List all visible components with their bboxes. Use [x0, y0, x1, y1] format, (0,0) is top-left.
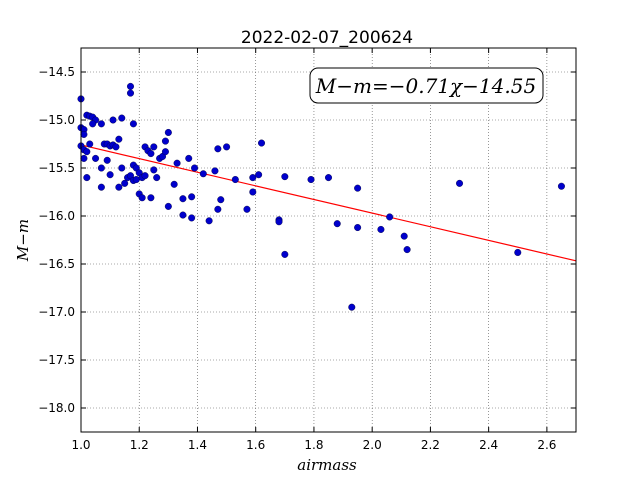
data-point [188, 214, 196, 222]
data-point [243, 205, 251, 213]
data-point [249, 174, 257, 182]
data-point [80, 154, 88, 162]
data-point [161, 148, 169, 156]
y-tick-label: −17.5 [38, 353, 75, 367]
data-point [255, 171, 263, 179]
data-point [164, 202, 172, 210]
data-point [179, 211, 187, 219]
data-point [400, 232, 408, 240]
annotation-box [309, 67, 544, 104]
data-point [161, 137, 169, 145]
data-point [97, 164, 105, 172]
data-point [153, 174, 161, 182]
data-point [223, 143, 231, 151]
data-point [83, 174, 91, 182]
data-point [106, 171, 114, 179]
data-point [211, 167, 219, 175]
y-tick-label: −16.0 [38, 209, 75, 223]
x-tick-label: 2.2 [421, 438, 440, 452]
y-axis-label: M−m [14, 219, 32, 262]
chart-title: 2022-02-07_200624 [241, 28, 413, 48]
data-point [103, 156, 111, 164]
data-point [231, 176, 239, 184]
data-point [115, 183, 123, 191]
y-tick-label: −14.5 [38, 65, 75, 79]
data-point [141, 172, 149, 180]
data-point [150, 143, 158, 151]
data-point [179, 195, 187, 203]
data-point [185, 154, 193, 162]
data-point [214, 205, 222, 213]
data-point [354, 184, 362, 192]
data-point [92, 154, 100, 162]
y-tick-label: −15.5 [38, 161, 75, 175]
y-tick-label: −17.0 [38, 305, 75, 319]
data-point [89, 120, 97, 128]
data-point [354, 224, 362, 232]
data-point [147, 194, 155, 202]
x-tick-label: 2.6 [537, 438, 556, 452]
data-point [164, 128, 172, 136]
data-point [249, 188, 257, 196]
x-tick-label: 1.8 [304, 438, 323, 452]
x-tick-label: 2.0 [363, 438, 382, 452]
data-point [348, 303, 356, 311]
x-tick-label: 1.2 [130, 438, 149, 452]
data-point [118, 114, 126, 122]
data-point [170, 180, 178, 188]
data-point [199, 170, 207, 178]
data-point [403, 246, 411, 254]
y-tick-label: −18.0 [38, 401, 75, 415]
x-axis-label: airmass [297, 456, 357, 474]
fit-equation: M−m=−0.71χ−14.55 [315, 74, 536, 98]
data-point [109, 116, 117, 124]
y-tick-label: −15.0 [38, 113, 75, 127]
data-point [83, 148, 91, 156]
data-point [514, 248, 522, 256]
data-point [118, 164, 126, 172]
data-point [275, 218, 283, 226]
data-point [129, 120, 137, 128]
x-tick-label: 2.4 [479, 438, 498, 452]
data-point [386, 213, 394, 221]
data-point [138, 194, 146, 202]
data-point [557, 182, 565, 190]
data-point [217, 196, 225, 204]
data-point [191, 164, 199, 172]
data-point [80, 130, 88, 138]
data-point [126, 82, 134, 90]
data-point [97, 120, 105, 128]
fit-line [80, 144, 577, 262]
data-point [325, 174, 333, 182]
plot-area: 1.0 1.2 1.4 1.6 1.8 2.0 2.2 2.4 2.6 −14.5 −15.0 −15… [38, 47, 577, 452]
data-point [86, 140, 94, 148]
x-tick-label: 1.4 [188, 438, 207, 452]
x-tick-label: 1.0 [71, 438, 90, 452]
data-point [456, 179, 464, 187]
data-point [281, 173, 289, 181]
data-point [214, 145, 222, 153]
data-point [205, 217, 213, 225]
data-point [121, 179, 129, 187]
data-point [97, 183, 105, 191]
data-point [112, 143, 120, 151]
data-point [132, 176, 140, 184]
data-point [147, 150, 155, 158]
data-point [377, 225, 385, 233]
data-point [173, 159, 181, 167]
data-point [126, 89, 134, 97]
data-point [307, 176, 315, 184]
data-point [333, 220, 341, 228]
data-point [258, 139, 266, 147]
data-point [150, 166, 158, 174]
data-point [281, 250, 289, 258]
data-point [115, 135, 123, 143]
axes-frame [80, 47, 577, 433]
x-tick-label: 1.6 [246, 438, 265, 452]
data-point [188, 193, 196, 201]
y-tick-label: −16.5 [38, 257, 75, 271]
